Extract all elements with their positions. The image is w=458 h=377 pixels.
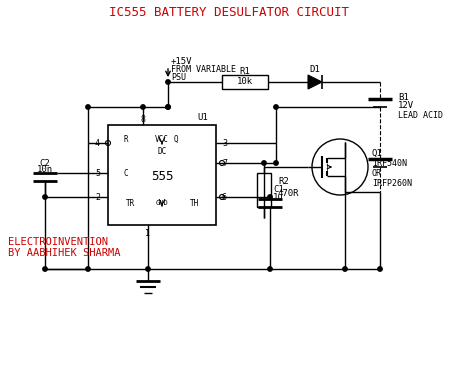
Text: 10k: 10k xyxy=(237,78,253,86)
Text: 4: 4 xyxy=(95,138,100,147)
Circle shape xyxy=(43,267,47,271)
Circle shape xyxy=(274,161,278,165)
Text: D1: D1 xyxy=(310,66,321,75)
Text: 3: 3 xyxy=(222,138,227,147)
Text: 1: 1 xyxy=(146,228,151,238)
Text: R1: R1 xyxy=(240,67,251,77)
Circle shape xyxy=(166,80,170,84)
Text: FROM VARIABLE: FROM VARIABLE xyxy=(171,66,236,75)
Circle shape xyxy=(343,267,347,271)
Text: 1u: 1u xyxy=(273,193,284,202)
Text: 470R: 470R xyxy=(278,188,300,198)
Text: IRFP260N: IRFP260N xyxy=(372,178,412,187)
Text: C1: C1 xyxy=(273,185,284,195)
Circle shape xyxy=(268,195,272,199)
Text: VCC: VCC xyxy=(155,135,169,144)
Text: LEAD ACID: LEAD ACID xyxy=(398,112,443,121)
Text: 555: 555 xyxy=(151,170,173,184)
Circle shape xyxy=(262,161,266,165)
Text: B1: B1 xyxy=(398,92,409,101)
Circle shape xyxy=(268,267,272,271)
Text: 2: 2 xyxy=(95,193,100,201)
Text: GND: GND xyxy=(156,200,169,206)
Bar xyxy=(257,173,271,207)
Circle shape xyxy=(274,105,278,109)
Text: 8: 8 xyxy=(141,115,146,124)
Circle shape xyxy=(43,195,47,199)
Text: ELECTROINVENTION: ELECTROINVENTION xyxy=(8,237,108,247)
Text: U1: U1 xyxy=(197,112,208,121)
Text: C: C xyxy=(124,169,128,178)
Text: Q1: Q1 xyxy=(372,149,383,158)
Text: IC555 BATTERY DESULFATOR CIRCUIT: IC555 BATTERY DESULFATOR CIRCUIT xyxy=(109,6,349,20)
Text: 7: 7 xyxy=(222,158,227,167)
Text: TH: TH xyxy=(189,199,199,207)
Text: DC: DC xyxy=(158,147,167,155)
Text: 10n: 10n xyxy=(37,166,53,175)
Text: 6: 6 xyxy=(222,193,227,201)
Circle shape xyxy=(146,267,150,271)
Text: IRF540N: IRF540N xyxy=(372,158,407,167)
Text: 5: 5 xyxy=(95,169,100,178)
Circle shape xyxy=(166,105,170,109)
Text: TR: TR xyxy=(125,199,135,207)
Text: C2: C2 xyxy=(40,158,50,167)
Text: 12V: 12V xyxy=(398,101,414,110)
Text: R2: R2 xyxy=(278,176,289,185)
Text: R: R xyxy=(124,135,128,144)
Polygon shape xyxy=(308,75,322,89)
Circle shape xyxy=(166,105,170,109)
Text: PSU: PSU xyxy=(171,72,186,81)
Text: OR: OR xyxy=(372,169,382,178)
Bar xyxy=(222,75,268,89)
Circle shape xyxy=(378,267,382,271)
Text: Q: Q xyxy=(174,135,178,144)
Text: +15V: +15V xyxy=(171,58,192,66)
Bar xyxy=(108,125,216,225)
Circle shape xyxy=(141,105,145,109)
Text: BY AABHIHEK SHARMA: BY AABHIHEK SHARMA xyxy=(8,248,120,258)
Circle shape xyxy=(86,105,90,109)
Circle shape xyxy=(86,267,90,271)
